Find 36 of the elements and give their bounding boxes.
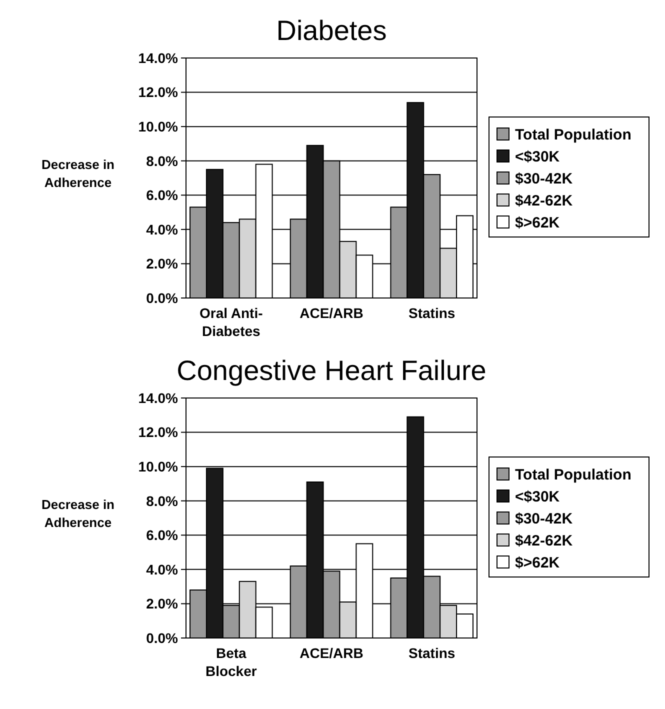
x-tick-label: Statins: [408, 645, 456, 661]
y-tick-label: 14.0%: [138, 50, 179, 66]
y-tick-label: 14.0%: [138, 390, 179, 406]
chart-title: Congestive Heart Failure: [176, 355, 486, 386]
legend-label: Total Population: [515, 126, 632, 144]
x-tick-label: ACE/ARB: [300, 305, 364, 321]
legend-label: $42-62K: [515, 192, 573, 210]
legend-label: $>62K: [515, 554, 560, 572]
chart-title: Diabetes: [276, 15, 387, 46]
y-tick-label: 8.0%: [146, 152, 179, 169]
y-tick-label: 0.0%: [146, 290, 179, 306]
legend-label: $>62K: [515, 214, 560, 232]
y-axis-title: Decrease in Adherence: [42, 497, 115, 530]
y-tick-label: 2.0%: [146, 596, 179, 612]
y-tick-label: 6.0%: [146, 527, 179, 544]
legend-label: $30-42K: [515, 510, 573, 528]
legend-label: $42-62K: [515, 532, 573, 550]
y-tick-label: 6.0%: [146, 187, 179, 204]
legend-label: Total Population: [515, 466, 632, 484]
legend-label: <$30K: [515, 148, 560, 166]
y-tick-label: 10.0%: [138, 458, 179, 474]
y-tick-label: 4.0%: [146, 221, 179, 238]
y-tick-label: 12.0%: [138, 84, 179, 100]
y-axis-title: Decrease in Adherence: [42, 157, 115, 190]
y-tick-label: 0.0%: [146, 630, 179, 646]
legend-label: <$30K: [515, 488, 560, 506]
x-tick-label: Statins: [408, 305, 456, 321]
y-tick-label: 12.0%: [138, 424, 179, 440]
x-tick-label: ACE/ARB: [300, 645, 364, 661]
x-tick-label: Oral Anti-Diabetes: [200, 305, 264, 339]
y-tick-label: 8.0%: [146, 492, 179, 509]
legend-label: $30-42K: [515, 170, 573, 188]
y-tick-label: 4.0%: [146, 561, 179, 578]
y-tick-label: 10.0%: [138, 118, 179, 134]
y-tick-label: 2.0%: [146, 256, 179, 272]
x-tick-label: Beta Blocker: [205, 645, 258, 679]
